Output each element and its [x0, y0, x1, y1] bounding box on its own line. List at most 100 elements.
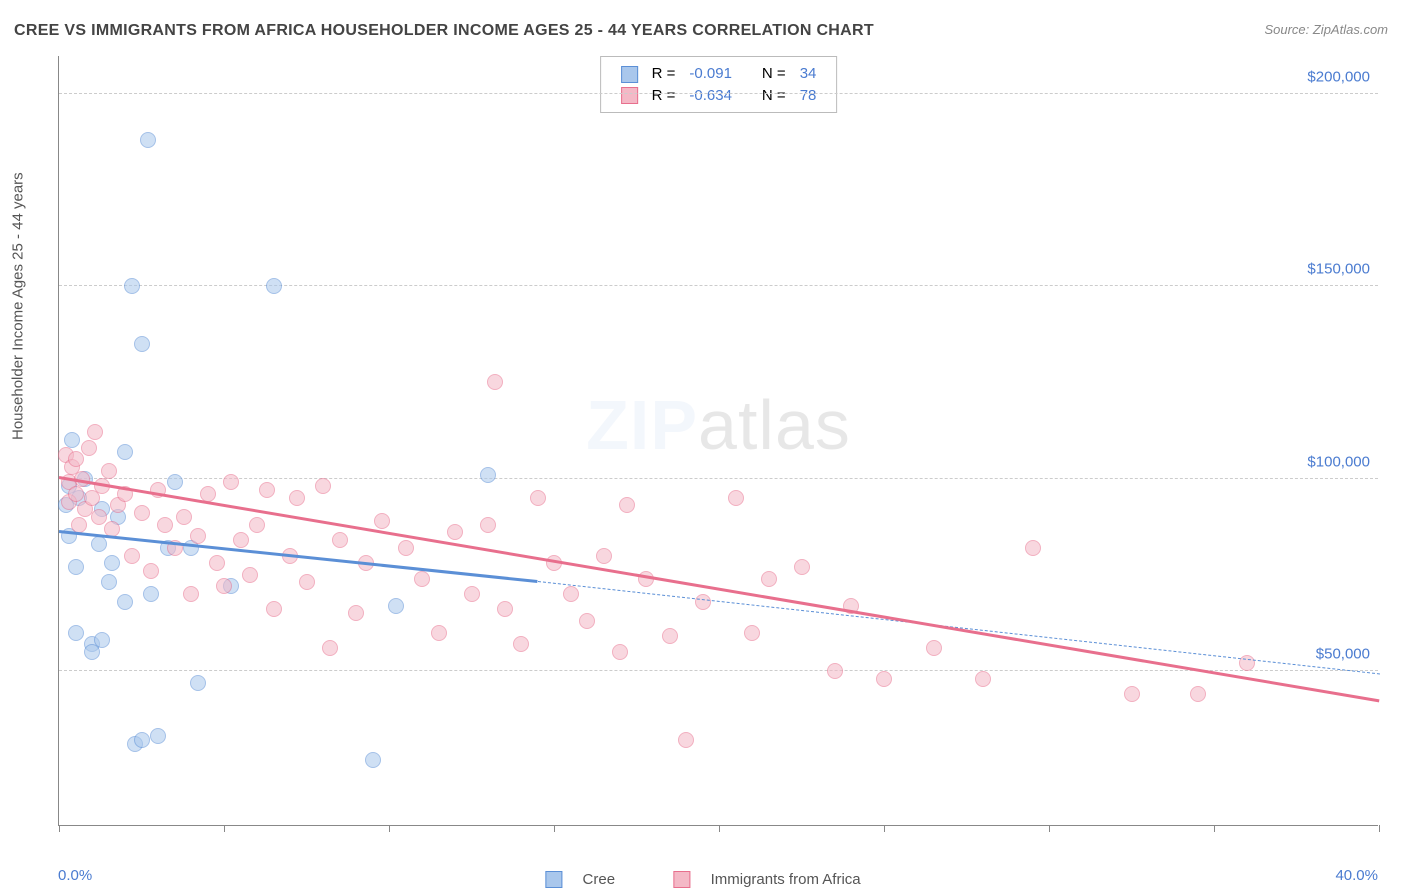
data-point: [190, 528, 206, 544]
data-point: [480, 517, 496, 533]
swatch-icon: [621, 87, 638, 104]
data-point: [579, 613, 595, 629]
data-point: [143, 586, 159, 602]
y-tick-label: $50,000: [1316, 646, 1370, 663]
data-point: [374, 513, 390, 529]
data-point: [464, 586, 480, 602]
data-point: [530, 490, 546, 506]
series-legend: Cree Immigrants from Africa: [537, 870, 868, 888]
data-point: [91, 536, 107, 552]
data-point: [1124, 686, 1140, 702]
scatter-plot: ZIPatlas R = -0.091 N = 34 R = -0.634 N …: [58, 56, 1378, 826]
x-tick: [1379, 825, 1380, 832]
data-point: [71, 517, 87, 533]
data-point: [68, 486, 84, 502]
data-point: [157, 517, 173, 533]
r-value: -0.091: [683, 64, 738, 84]
data-point: [190, 675, 206, 691]
swatch-icon: [673, 871, 690, 888]
gridline: [59, 478, 1378, 479]
data-point: [289, 490, 305, 506]
data-point: [447, 524, 463, 540]
r-label: R =: [646, 64, 682, 84]
data-point: [91, 509, 107, 525]
data-point: [513, 636, 529, 652]
data-point: [596, 548, 612, 564]
n-value: 34: [794, 64, 823, 84]
data-point: [176, 509, 192, 525]
data-point: [348, 605, 364, 621]
data-point: [81, 440, 97, 456]
x-axis-min-label: 0.0%: [58, 867, 92, 884]
trend-line: [59, 476, 1379, 702]
data-point: [497, 601, 513, 617]
y-tick-label: $200,000: [1307, 68, 1370, 85]
data-point: [233, 532, 249, 548]
data-point: [695, 594, 711, 610]
x-tick: [1049, 825, 1050, 832]
data-point: [117, 444, 133, 460]
n-label: N =: [756, 64, 792, 84]
r-value: -0.634: [683, 86, 738, 106]
data-point: [728, 490, 744, 506]
data-point: [619, 497, 635, 513]
stats-row: R = -0.634 N = 78: [615, 86, 823, 106]
x-tick: [1214, 825, 1215, 832]
data-point: [140, 132, 156, 148]
watermark-light: atlas: [698, 386, 851, 464]
data-point: [242, 567, 258, 583]
watermark-bold: ZIP: [586, 386, 698, 464]
data-point: [134, 505, 150, 521]
data-point: [678, 732, 694, 748]
data-point: [926, 640, 942, 656]
data-point: [124, 278, 140, 294]
x-tick: [719, 825, 720, 832]
y-tick-label: $150,000: [1307, 261, 1370, 278]
x-tick: [224, 825, 225, 832]
gridline: [59, 670, 1378, 671]
legend-label: Cree: [583, 871, 616, 888]
gridline: [59, 93, 1378, 94]
data-point: [332, 532, 348, 548]
x-tick: [884, 825, 885, 832]
data-point: [209, 555, 225, 571]
stats-table: R = -0.091 N = 34 R = -0.634 N = 78: [613, 62, 825, 107]
data-point: [64, 432, 80, 448]
data-point: [761, 571, 777, 587]
data-point: [223, 474, 239, 490]
data-point: [117, 594, 133, 610]
data-point: [94, 632, 110, 648]
source-label: Source: ZipAtlas.com: [1264, 22, 1388, 37]
data-point: [134, 732, 150, 748]
x-tick: [389, 825, 390, 832]
data-point: [563, 586, 579, 602]
stats-row: R = -0.091 N = 34: [615, 64, 823, 84]
data-point: [249, 517, 265, 533]
data-point: [662, 628, 678, 644]
watermark: ZIPatlas: [586, 385, 851, 465]
y-tick-label: $100,000: [1307, 453, 1370, 470]
data-point: [398, 540, 414, 556]
swatch-icon: [545, 871, 562, 888]
data-point: [101, 574, 117, 590]
r-label: R =: [646, 86, 682, 106]
data-point: [794, 559, 810, 575]
data-point: [322, 640, 338, 656]
x-axis-max-label: 40.0%: [1335, 867, 1378, 884]
y-axis-title: Householder Income Ages 25 - 44 years: [10, 172, 27, 440]
data-point: [431, 625, 447, 641]
data-point: [68, 559, 84, 575]
gridline: [59, 285, 1378, 286]
chart-title: CREE VS IMMIGRANTS FROM AFRICA HOUSEHOLD…: [14, 22, 874, 40]
n-label: N =: [756, 86, 792, 106]
data-point: [259, 482, 275, 498]
data-point: [1190, 686, 1206, 702]
data-point: [876, 671, 892, 687]
data-point: [744, 625, 760, 641]
data-point: [150, 728, 166, 744]
data-point: [480, 467, 496, 483]
data-point: [101, 463, 117, 479]
swatch-icon: [621, 66, 638, 83]
data-point: [414, 571, 430, 587]
x-tick: [554, 825, 555, 832]
